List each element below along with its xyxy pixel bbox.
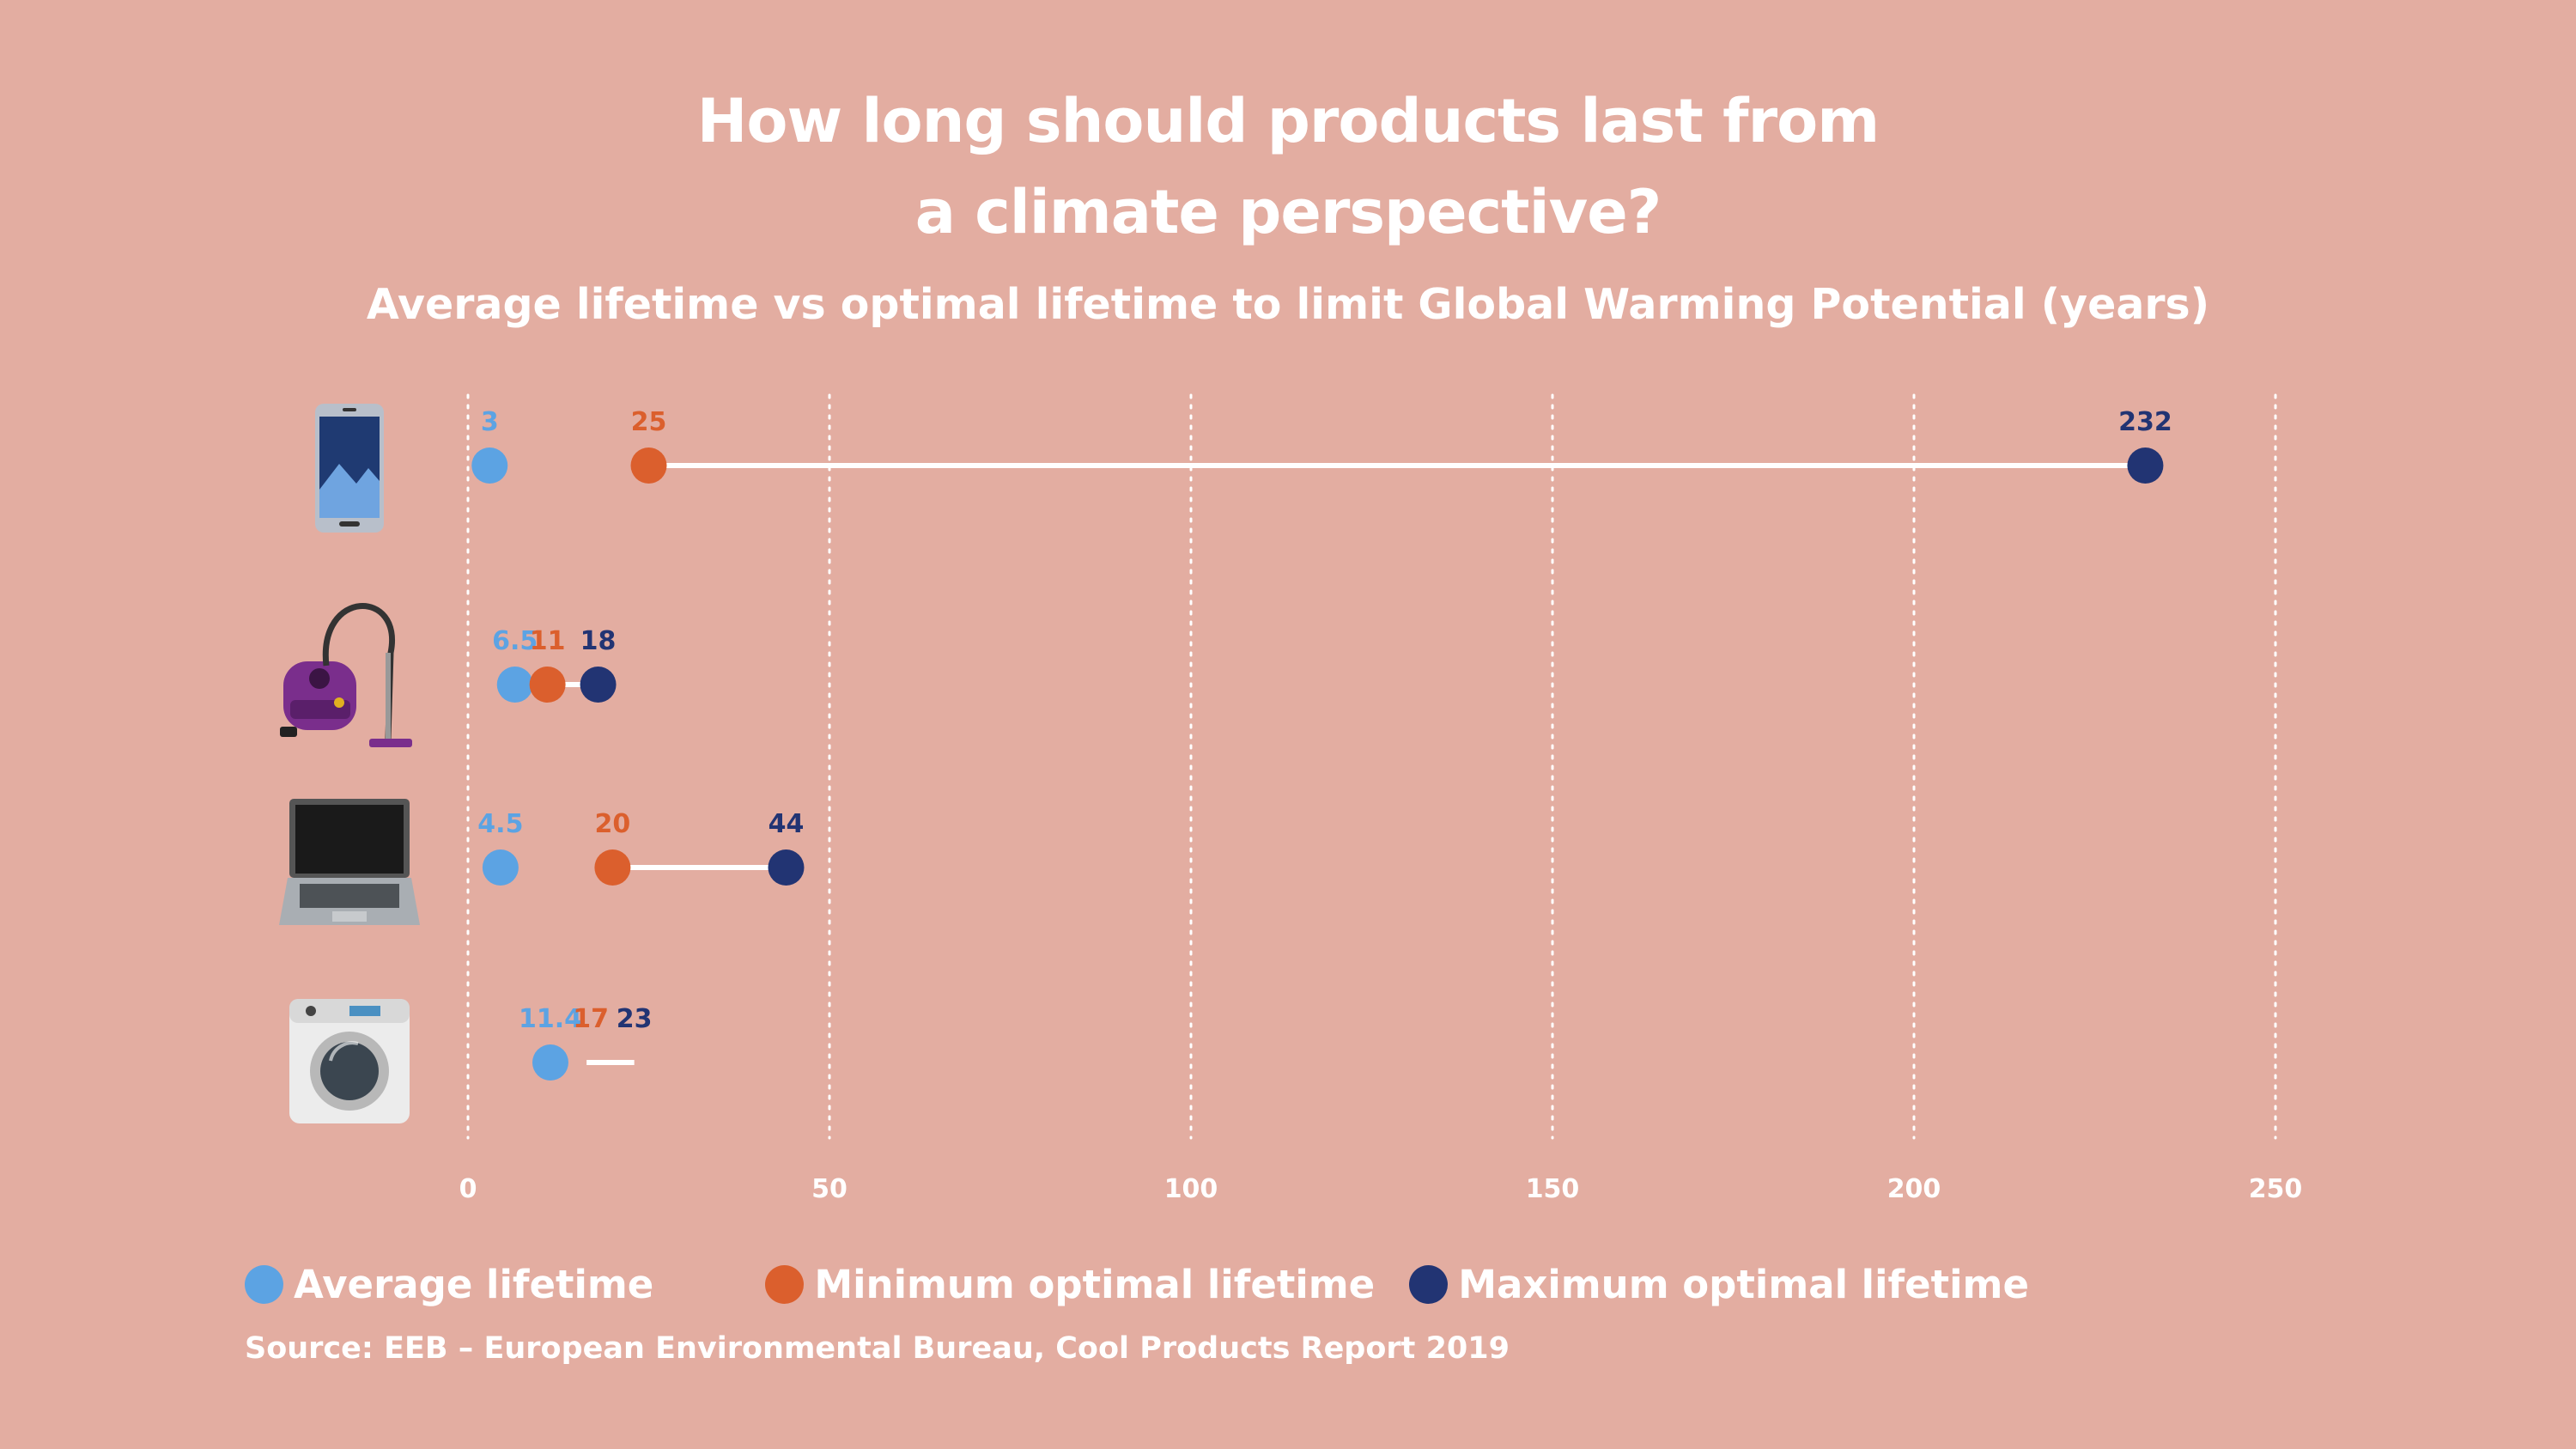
- washing-machine-icon: [289, 999, 410, 1123]
- data-point-maximum: [768, 849, 805, 886]
- chart-title-line-2: a climate perspective?: [914, 177, 1662, 247]
- optimal-lifetime-ranges: [547, 463, 2146, 1065]
- data-point-average: [532, 1044, 568, 1081]
- legend-label-minimum: Minimum optimal lifetime: [814, 1261, 1376, 1307]
- data-labels: 3 6.5 4.5 11.4 25 11 20 17 232 18 44 23: [477, 407, 2172, 1034]
- data-point-minimum: [594, 849, 631, 886]
- data-label-average: 11.4: [519, 1004, 582, 1034]
- data-point-average: [471, 447, 508, 484]
- smartphone-icon: [315, 404, 384, 533]
- legend-item-maximum: Maximum optimal lifetime: [1409, 1262, 2029, 1307]
- data-point-minimum: [529, 667, 566, 703]
- data-points: [471, 447, 2164, 1081]
- laptop-icon: [279, 799, 420, 925]
- data-label-minimum: 17: [573, 1004, 609, 1034]
- data-label-average: 4.5: [477, 809, 523, 839]
- x-tick-label: 0: [459, 1174, 477, 1204]
- data-point-maximum: [2127, 447, 2164, 484]
- legend: Average lifetime Minimum optimal lifetim…: [245, 1254, 2063, 1314]
- chart-title-line-1: How long should products last from: [696, 86, 1880, 156]
- legend-item-minimum: Minimum optimal lifetime: [765, 1262, 1375, 1307]
- x-tick-label: 50: [811, 1174, 848, 1204]
- data-label-maximum: 44: [769, 809, 805, 839]
- legend-item-average: Average lifetime: [245, 1262, 653, 1307]
- data-point-average: [482, 849, 519, 886]
- x-tick-label: 100: [1164, 1174, 1218, 1204]
- x-tick-label: 200: [1887, 1174, 1941, 1204]
- data-label-maximum: 232: [2118, 407, 2172, 437]
- data-label-average: 3: [481, 407, 499, 437]
- data-label-minimum: 25: [631, 407, 667, 437]
- x-tick-label: 150: [1526, 1174, 1580, 1204]
- legend-label-maximum: Maximum optimal lifetime: [1458, 1261, 2029, 1307]
- data-point-maximum: [580, 667, 617, 703]
- data-label-maximum: 23: [617, 1004, 653, 1034]
- data-label-average: 6.5: [492, 626, 538, 656]
- data-label-minimum: 20: [595, 809, 631, 839]
- x-axis-ticks: 0 50 100 150 200 250: [459, 1174, 2303, 1204]
- legend-swatch-average: [245, 1264, 283, 1304]
- legend-label-average: Average lifetime: [294, 1261, 654, 1307]
- chart-title: How long should products last from a cli…: [0, 76, 2576, 258]
- grid-lines: [466, 393, 2277, 1140]
- legend-swatch-maximum: [1409, 1264, 1449, 1304]
- data-point-average: [496, 667, 533, 703]
- data-label-maximum: 18: [580, 626, 617, 656]
- data-label-minimum: 11: [530, 626, 566, 656]
- source-note: Source: EEB – European Environmental Bur…: [245, 1331, 1510, 1366]
- x-tick-label: 250: [2249, 1174, 2303, 1204]
- chart-subtitle: Average lifetime vs optimal lifetime to …: [366, 280, 2210, 329]
- data-point-minimum: [630, 447, 667, 484]
- category-icons: [279, 404, 420, 1123]
- legend-swatch-minimum: [765, 1264, 805, 1304]
- vacuum-cleaner-icon: [280, 603, 412, 747]
